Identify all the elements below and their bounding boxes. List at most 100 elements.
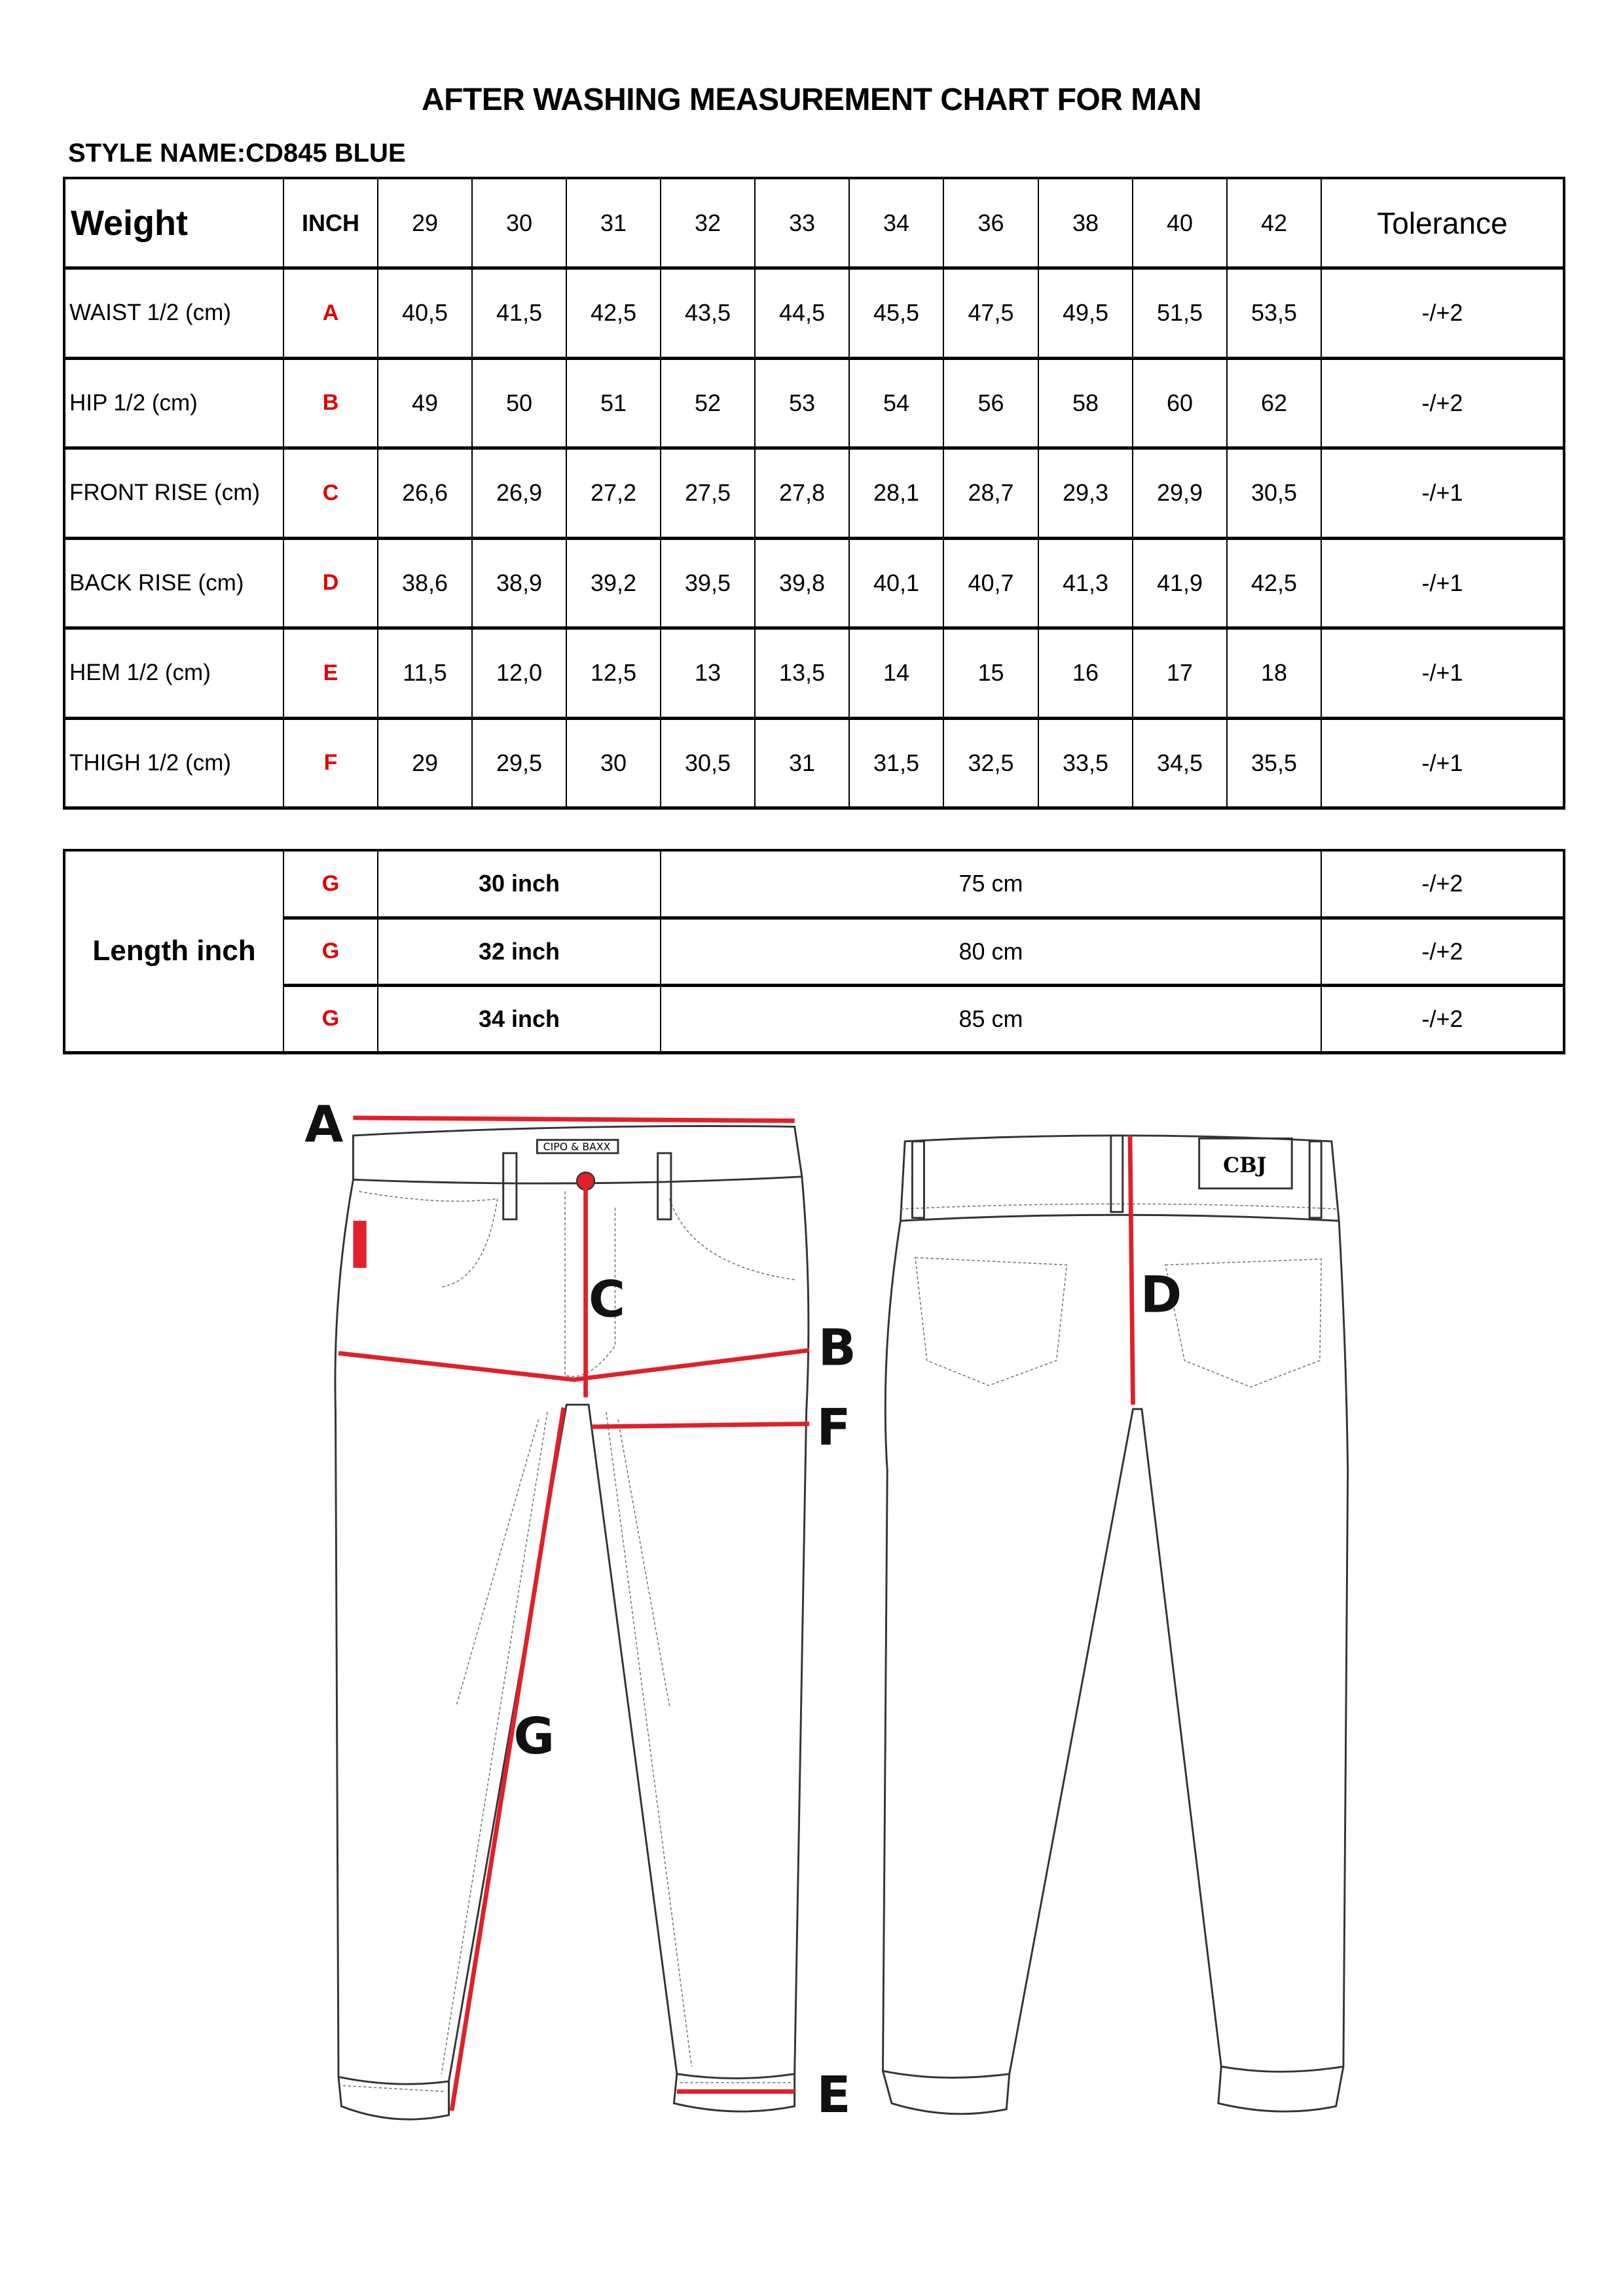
tolerance: -/+2: [1321, 984, 1565, 1053]
size-value: 58: [1038, 357, 1133, 449]
table-row: G 34 inch 85 cm -/+2: [64, 984, 1565, 1053]
size-value: 39,5: [660, 537, 756, 629]
length-table: Length inch G 30 inch 75 cm -/+2 G 32 in…: [63, 849, 1565, 1054]
style-name: STYLE NAME:CD845 BLUE: [68, 139, 406, 168]
size-value: 42,5: [566, 267, 661, 359]
size-value: 16: [1038, 627, 1133, 719]
measurement-label: WAIST 1/2 (cm): [64, 267, 284, 359]
table-row: HIP 1/2 (cm) B 49 50 51 52 53 54 56 58 60 62 -/+2: [64, 357, 1565, 449]
header-tolerance: Tolerance: [1321, 177, 1565, 269]
label-b: B: [818, 1319, 856, 1377]
header-size: 40: [1132, 177, 1228, 269]
size-value: 31,5: [848, 717, 944, 809]
size-value: 29: [377, 717, 473, 809]
measure-code: C: [283, 447, 378, 539]
size-value: 39,2: [566, 537, 661, 629]
size-value: 51: [566, 357, 661, 449]
header-size: 29: [377, 177, 473, 269]
size-value: 54: [848, 357, 944, 449]
size-value: 52: [660, 357, 756, 449]
size-value: 51,5: [1132, 267, 1228, 359]
header-size: 31: [566, 177, 661, 269]
size-value: 50: [471, 357, 567, 449]
arrow-d: [1127, 1135, 1135, 1405]
arrow-b: [338, 1348, 810, 1382]
size-value: 26,6: [377, 447, 473, 539]
tolerance: -/+1: [1321, 717, 1565, 809]
back-logo: CBJ: [1223, 1153, 1267, 1177]
measurement-label: HIP 1/2 (cm): [64, 357, 284, 449]
size-value: 40,1: [848, 537, 944, 629]
size-value: 28,7: [943, 447, 1039, 539]
measure-code: D: [283, 537, 378, 629]
header-size: 32: [660, 177, 756, 269]
arrow-g: [449, 1407, 566, 2111]
size-value: 47,5: [943, 267, 1039, 359]
size-value: 41,5: [471, 267, 567, 359]
arrow-a: [353, 1115, 795, 1123]
label-e: E: [816, 2066, 850, 2125]
size-value: 27,8: [754, 447, 850, 539]
size-value: 49: [377, 357, 473, 449]
page-title: AFTER WASHING MEASUREMENT CHART FOR MAN: [421, 82, 1202, 117]
label-g: G: [513, 1708, 555, 1766]
measure-code: F: [283, 717, 378, 809]
tolerance: -/+1: [1321, 537, 1565, 629]
size-value: 26,9: [471, 447, 567, 539]
header-row: Weight INCH 29 30 31 32 33 34 36 38 40 4…: [64, 177, 1565, 269]
size-value: 41,9: [1132, 537, 1228, 629]
size-value: 53: [754, 357, 850, 449]
size-value: 27,5: [660, 447, 756, 539]
tolerance: -/+2: [1321, 267, 1565, 359]
size-value: 35,5: [1226, 717, 1322, 809]
size-value: 38,9: [471, 537, 567, 629]
size-value: 45,5: [848, 267, 944, 359]
header-size: 33: [754, 177, 850, 269]
measurement-label: THIGH 1/2 (cm): [64, 717, 284, 809]
measurement-label: HEM 1/2 (cm): [64, 627, 284, 719]
size-value: 30,5: [1226, 447, 1322, 539]
measure-code: E: [283, 627, 378, 719]
size-value: 27,2: [566, 447, 661, 539]
size-value: 44,5: [754, 267, 850, 359]
header-size: 34: [848, 177, 944, 269]
tolerance: -/+1: [1321, 627, 1565, 719]
size-value: 32,5: [943, 717, 1039, 809]
size-value: 12,0: [471, 627, 567, 719]
size-value: 12,5: [566, 627, 661, 719]
size-value: 28,1: [848, 447, 944, 539]
size-value: 30,5: [660, 717, 756, 809]
table-row: FRONT RISE (cm) C 26,6 26,9 27,2 27,5 27,8 28,1…: [64, 447, 1565, 539]
table-row: WAIST 1/2 (cm) A 40,5 41,5 42,5 43,5 44,5 45,5 4…: [64, 267, 1565, 359]
measure-code: G: [283, 984, 378, 1053]
length-cm: 80 cm: [660, 917, 1322, 986]
measure-code: B: [283, 357, 378, 449]
label-d: D: [1140, 1266, 1182, 1325]
red-label-tab: [353, 1221, 367, 1268]
header-size: 36: [943, 177, 1039, 269]
size-value: 60: [1132, 357, 1228, 449]
table-row: HEM 1/2 (cm) E 11,5 12,0 12,5 13 13,5 14 15 16 17 1…: [64, 627, 1565, 719]
header-inch: INCH: [283, 177, 378, 269]
size-value: 31: [754, 717, 850, 809]
arrow-f: [591, 1421, 810, 1429]
length-cm: 85 cm: [660, 984, 1322, 1053]
measurement-label: FRONT RISE (cm): [64, 447, 284, 539]
size-value: 41,3: [1038, 537, 1133, 629]
size-value: 34,5: [1132, 717, 1228, 809]
size-value: 33,5: [1038, 717, 1133, 809]
header-size: 38: [1038, 177, 1133, 269]
measure-code: A: [283, 267, 378, 359]
size-value: 49,5: [1038, 267, 1133, 359]
size-value: 40,7: [943, 537, 1039, 629]
size-value: 13,5: [754, 627, 850, 719]
measure-code: G: [283, 850, 378, 918]
table-row: G 32 inch 80 cm -/+2: [64, 917, 1565, 986]
size-value: 56: [943, 357, 1039, 449]
length-inch: 34 inch: [377, 984, 661, 1053]
size-value: 53,5: [1226, 267, 1322, 359]
tolerance: -/+1: [1321, 447, 1565, 539]
length-label: Length inch: [64, 850, 284, 1053]
back-jeans-sketch: CBJ: [882, 1134, 1349, 2115]
measure-code: G: [283, 917, 378, 986]
